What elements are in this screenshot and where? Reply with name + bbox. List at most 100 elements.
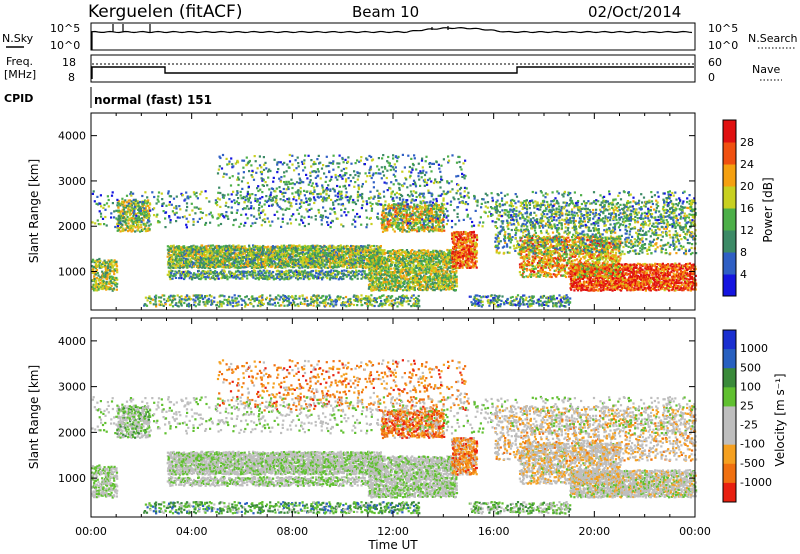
power-cell xyxy=(147,201,149,203)
power-cell xyxy=(178,260,180,262)
nsky-trace xyxy=(92,24,692,50)
power-cell xyxy=(99,260,101,262)
power-cell xyxy=(198,247,200,249)
power-cell xyxy=(147,205,149,207)
power-cell xyxy=(425,258,427,260)
power-cell xyxy=(423,230,425,232)
power-cell xyxy=(373,245,375,247)
power-cell xyxy=(382,257,384,259)
power-cell xyxy=(175,277,177,279)
power-cell xyxy=(371,245,373,247)
power-cell xyxy=(204,276,206,278)
power-cell xyxy=(444,252,446,254)
cpid-text: normal (fast) 151 xyxy=(94,93,212,107)
power-cell xyxy=(420,281,422,283)
power-cell xyxy=(385,226,387,228)
power-cell xyxy=(95,273,97,275)
power-cell xyxy=(386,229,388,231)
power-cell xyxy=(141,217,143,219)
power-cell xyxy=(246,277,248,279)
power-cell xyxy=(234,273,236,275)
power-cell xyxy=(393,267,395,269)
power-cell xyxy=(96,277,98,279)
power-cell xyxy=(203,254,205,256)
power-cell xyxy=(175,274,177,276)
power-cell xyxy=(414,285,416,287)
power-cell xyxy=(419,205,421,207)
power-cell xyxy=(272,271,274,273)
power-cell xyxy=(473,234,475,236)
power-cell xyxy=(370,287,372,289)
power-cell xyxy=(475,257,477,259)
power-cell xyxy=(326,263,328,265)
power-cell xyxy=(427,250,429,252)
power-cell xyxy=(410,255,412,257)
power-cell xyxy=(206,254,208,256)
power-cell xyxy=(116,271,118,273)
freq-tick-bottom: 8 xyxy=(68,71,75,84)
power-cell xyxy=(474,236,476,238)
power-cell xyxy=(104,260,106,262)
power-cell xyxy=(372,284,374,286)
power-cell xyxy=(116,289,118,291)
power-cell xyxy=(392,228,394,230)
power-cell xyxy=(365,246,367,248)
power-cell xyxy=(473,231,475,233)
power-cell xyxy=(476,260,478,262)
power-cell xyxy=(247,249,249,251)
power-cell xyxy=(230,255,232,257)
power-cell xyxy=(186,267,188,269)
power-cell xyxy=(394,265,396,267)
power-cell xyxy=(448,254,450,256)
power-cell xyxy=(413,219,415,221)
power-cell xyxy=(428,215,430,217)
power-cell xyxy=(451,232,453,234)
power-cell xyxy=(212,274,214,276)
power-cell xyxy=(137,229,139,231)
power-cell xyxy=(180,262,182,264)
power-cell xyxy=(413,264,415,266)
power-cell xyxy=(309,278,311,280)
power-cell xyxy=(360,271,362,273)
nave-label: Nave xyxy=(752,63,780,76)
power-cell xyxy=(224,271,226,273)
power-cell xyxy=(171,278,173,280)
power-cell xyxy=(107,276,109,278)
power-cell xyxy=(472,256,474,258)
power-cell xyxy=(361,273,363,275)
power-cell xyxy=(439,262,441,264)
power-cell xyxy=(440,250,442,252)
power-cell xyxy=(390,250,392,252)
power-cell xyxy=(476,245,478,247)
power-cell xyxy=(466,267,468,269)
power-cell xyxy=(170,272,172,274)
power-cell xyxy=(178,250,180,252)
power-cell xyxy=(418,270,420,272)
power-cell xyxy=(371,290,373,292)
power-cell xyxy=(239,271,241,273)
power-cell xyxy=(323,273,325,275)
power-cell xyxy=(409,264,411,266)
power-cell xyxy=(238,245,240,247)
power-cell xyxy=(465,237,467,239)
power-cell xyxy=(462,233,464,235)
power-cell xyxy=(244,275,246,277)
power-cell xyxy=(131,219,133,221)
power-cell xyxy=(385,276,387,278)
power-cell xyxy=(476,267,478,269)
power-cell xyxy=(96,269,98,271)
power-cell xyxy=(167,256,169,258)
power-cell xyxy=(406,275,408,277)
power-cell xyxy=(421,250,423,252)
power-cell xyxy=(119,230,121,232)
power-cell xyxy=(401,270,403,272)
power-cell xyxy=(330,269,332,271)
power-cell xyxy=(135,226,137,228)
power-cell xyxy=(263,248,265,250)
power-cell xyxy=(397,269,399,271)
power-cell xyxy=(470,248,472,250)
power-cell xyxy=(207,270,209,272)
power-cell xyxy=(183,271,185,273)
power-cell xyxy=(325,252,327,254)
power-cell xyxy=(117,207,119,209)
